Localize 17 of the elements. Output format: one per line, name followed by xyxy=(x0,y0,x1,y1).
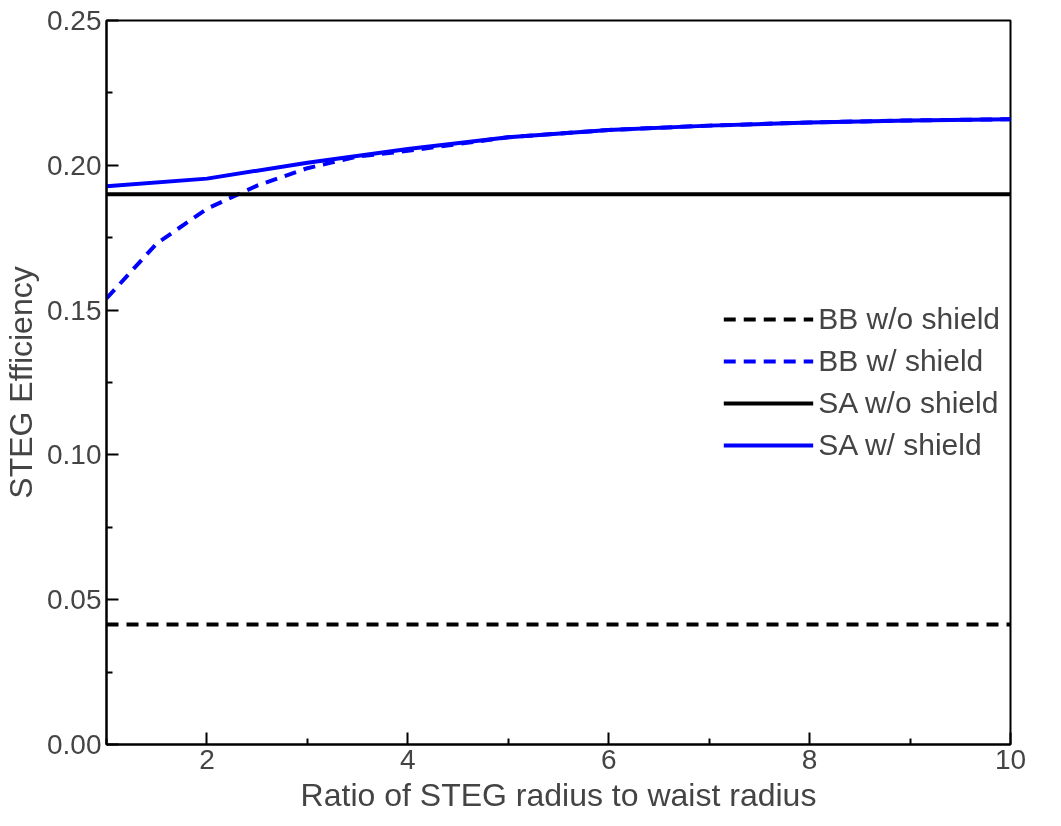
legend-label: SA w/o shield xyxy=(818,386,999,420)
y-tick-label: 0.20 xyxy=(47,149,102,181)
y-tick-label: 0.05 xyxy=(47,584,102,616)
y-axis-title: STEG Efficiency xyxy=(3,266,39,499)
x-tick-label: 8 xyxy=(801,743,818,775)
legend-label: SA w/ shield xyxy=(818,428,982,462)
x-tick-label: 6 xyxy=(600,743,617,775)
text: 0.00 xyxy=(47,729,102,760)
x-tick-label: 2 xyxy=(199,743,215,775)
x-tick-label: 4 xyxy=(400,743,416,775)
x-tick-label: 10 xyxy=(994,743,1027,775)
x-axis-title: Ratio of STEG radius to waist radius xyxy=(300,776,817,813)
legend-label: BB w/o shield xyxy=(818,302,1000,336)
y-tick-label: 0.15 xyxy=(47,294,102,326)
y-tick-label: 0.25 xyxy=(47,5,102,36)
legend-label: BB w/ shield xyxy=(818,344,984,378)
y-tick-label: 0.10 xyxy=(47,439,102,471)
